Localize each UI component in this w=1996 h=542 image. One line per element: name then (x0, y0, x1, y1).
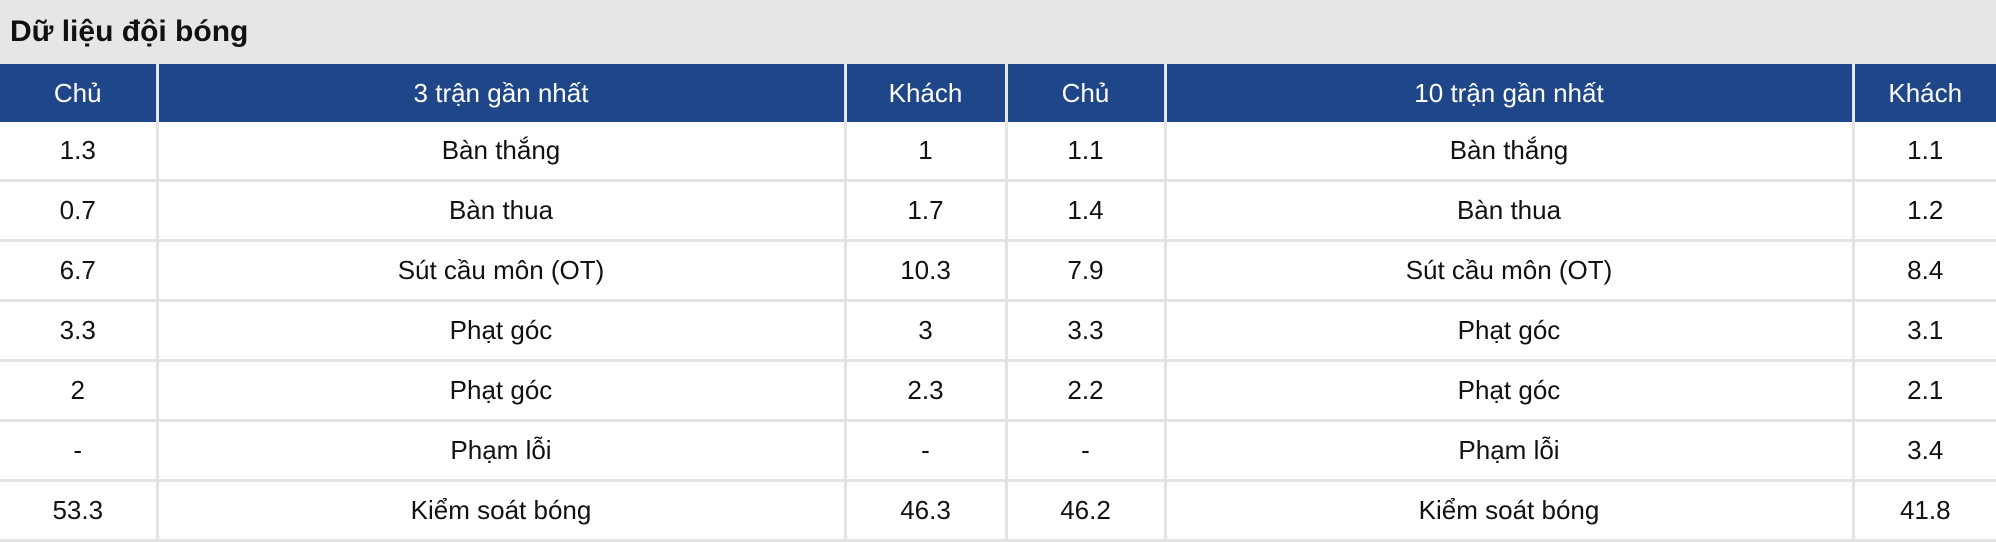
table-row: 53.3 Kiểm soát bóng 46.3 46.2 Kiểm soát bóng… (0, 480, 1996, 542)
header-away-10: Khách (1853, 64, 1996, 122)
stat-label-3: Bàn thua (157, 180, 847, 242)
header-last-10-matches: 10 trận gần nhất (1165, 64, 1855, 122)
stat-label-3: Phạt góc (157, 360, 847, 422)
header-home-3: Chủ (0, 64, 159, 122)
stat-label-3: Phạt góc (157, 300, 847, 362)
home-10-value: - (1006, 420, 1167, 482)
home-10-value: 3.3 (1006, 300, 1167, 362)
stat-label-10: Kiểm soát bóng (1165, 480, 1855, 542)
table-row: 2 Phạt góc 2.3 2.2 Phạt góc 2.1 (0, 360, 1996, 422)
header-away-3: Khách (845, 64, 1008, 122)
stat-label-3: Bàn thắng (157, 122, 847, 182)
away-10-value: 1.1 (1853, 122, 1996, 182)
home-10-value: 46.2 (1006, 480, 1167, 542)
home-10-value: 2.2 (1006, 360, 1167, 422)
home-10-value: 7.9 (1006, 240, 1167, 302)
stat-label-10: Phạt góc (1165, 300, 1855, 362)
section-title: Dữ liệu đội bóng (10, 15, 249, 48)
away-10-value: 2.1 (1853, 360, 1996, 422)
home-3-value: 0.7 (0, 180, 159, 242)
home-3-value: 3.3 (0, 300, 159, 362)
team-stats-table: Chủ 3 trận gần nhất Khách Chủ 10 trận gầ… (0, 64, 1996, 542)
home-3-value: 2 (0, 360, 159, 422)
table-row: 6.7 Sút cầu môn (OT) 10.3 7.9 Sút cầu môn (O… (0, 240, 1996, 302)
header-last-3-matches: 3 trận gần nhất (157, 64, 847, 122)
away-3-value: 2.3 (845, 360, 1008, 422)
stat-label-3: Sút cầu môn (OT) (157, 240, 847, 302)
stat-label-10: Bàn thắng (1165, 122, 1855, 182)
table-row: 1.3 Bàn thắng 1 1.1 Bàn thắng 1.1 (0, 122, 1996, 182)
away-3-value: 1.7 (845, 180, 1008, 242)
stat-label-10: Phạm lỗi (1165, 420, 1855, 482)
table-row: 0.7 Bàn thua 1.7 1.4 Bàn thua 1.2 (0, 180, 1996, 242)
away-3-value: 46.3 (845, 480, 1008, 542)
away-10-value: 1.2 (1853, 180, 1996, 242)
stat-label-3: Phạm lỗi (157, 420, 847, 482)
home-3-value: 1.3 (0, 122, 159, 182)
stat-label-10: Bàn thua (1165, 180, 1855, 242)
table-row: - Phạm lỗi - - Phạm lỗi 3.4 (0, 420, 1996, 482)
away-10-value: 41.8 (1853, 480, 1996, 542)
stat-label-10: Sút cầu môn (OT) (1165, 240, 1855, 302)
home-10-value: 1.1 (1006, 122, 1167, 182)
away-3-value: 1 (845, 122, 1008, 182)
away-10-value: 3.4 (1853, 420, 1996, 482)
away-3-value: 10.3 (845, 240, 1008, 302)
home-3-value: - (0, 420, 159, 482)
stat-label-3: Kiểm soát bóng (157, 480, 847, 542)
home-3-value: 53.3 (0, 480, 159, 542)
table-row: 3.3 Phạt góc 3 3.3 Phạt góc 3.1 (0, 300, 1996, 362)
table-header-row: Chủ 3 trận gần nhất Khách Chủ 10 trận gầ… (0, 64, 1996, 122)
away-10-value: 8.4 (1853, 240, 1996, 302)
home-3-value: 6.7 (0, 240, 159, 302)
away-3-value: 3 (845, 300, 1008, 362)
stat-label-10: Phạt góc (1165, 360, 1855, 422)
section-header: Dữ liệu đội bóng (0, 0, 1996, 64)
away-10-value: 3.1 (1853, 300, 1996, 362)
home-10-value: 1.4 (1006, 180, 1167, 242)
away-3-value: - (845, 420, 1008, 482)
header-home-10: Chủ (1006, 64, 1167, 122)
